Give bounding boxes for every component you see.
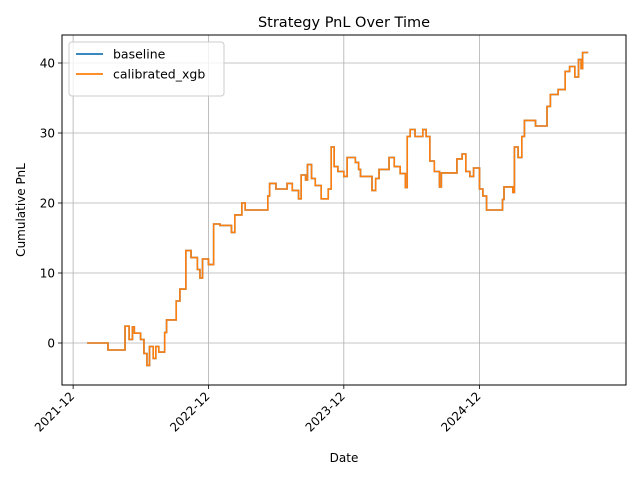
legend-label-calibrated_xgb: calibrated_xgb	[113, 67, 205, 82]
y-tick-label: 30	[40, 127, 55, 141]
y-tick-label: 20	[40, 197, 55, 211]
y-tick-label: 40	[40, 57, 55, 71]
legend-label-baseline: baseline	[113, 47, 166, 62]
legend-box	[68, 41, 225, 97]
legend: baseline calibrated_xgb	[68, 41, 225, 97]
y-axis-label: Cumulative PnL	[14, 163, 28, 257]
series-group	[87, 51, 589, 367]
x-axis-label: Date	[330, 451, 359, 465]
y-tick-label: 10	[40, 267, 55, 281]
y-tick-label: 0	[47, 337, 55, 351]
chart-title: Strategy PnL Over Time	[258, 15, 430, 31]
series-line-calibrated_xgb	[87, 51, 589, 367]
